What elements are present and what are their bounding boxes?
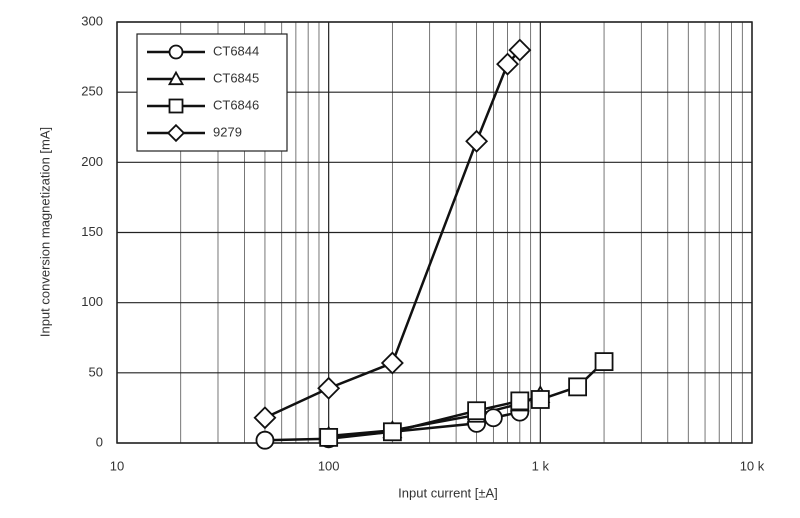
y-tick-label: 100: [81, 294, 103, 309]
marker: [319, 427, 339, 447]
legend-label: CT6844: [213, 43, 259, 58]
marker: [382, 422, 402, 442]
y-tick-label: 50: [89, 364, 103, 379]
marker: [317, 376, 341, 400]
legend-marker: [168, 98, 184, 114]
y-axis-label: Input conversion magnetization [mA]: [37, 127, 52, 337]
x-tick-label: 10: [110, 458, 124, 473]
marker: [467, 401, 487, 421]
marker: [594, 352, 614, 372]
legend-label: CT6846: [213, 97, 259, 112]
legend-marker: [168, 44, 184, 60]
y-tick-label: 250: [81, 84, 103, 99]
marker: [508, 38, 532, 62]
legend-label: CT6845: [213, 70, 259, 85]
x-axis-label: Input current [±A]: [398, 485, 498, 500]
marker: [465, 129, 489, 153]
y-tick-label: 300: [81, 13, 103, 28]
x-tick-label: 10 k: [740, 458, 765, 473]
marker: [568, 377, 588, 397]
x-tick-label: 100: [318, 458, 340, 473]
y-tick-label: 0: [96, 434, 103, 449]
legend-marker: [166, 123, 186, 143]
marker: [510, 391, 530, 411]
marker: [496, 52, 520, 76]
legend-label: 9279: [213, 124, 242, 139]
marker: [253, 406, 277, 430]
marker: [255, 430, 275, 450]
x-tick-label: 1 k: [532, 458, 550, 473]
marker: [530, 390, 550, 409]
marker: [380, 351, 404, 375]
marker: [483, 408, 503, 428]
legend-marker: [167, 70, 185, 86]
plot-border: [116, 21, 753, 444]
legend-box: [136, 33, 288, 152]
y-tick-label: 150: [81, 224, 103, 239]
y-tick-label: 200: [81, 154, 103, 169]
